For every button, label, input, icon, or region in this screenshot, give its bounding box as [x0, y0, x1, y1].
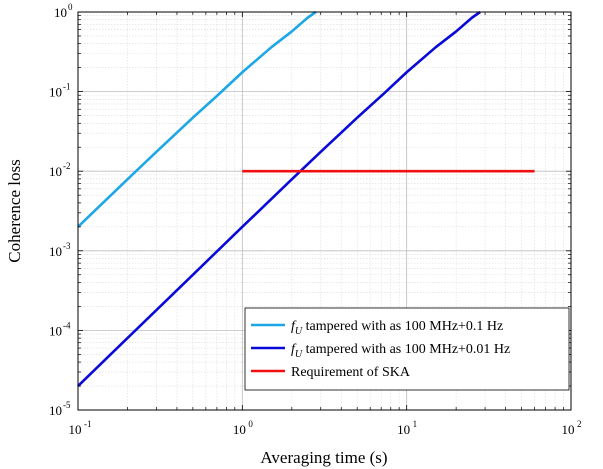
- y-tick-label: 10 -4: [49, 320, 71, 338]
- legend-entry: fU tampered with as 100 MHz+0.1 Hz: [251, 319, 503, 337]
- legend: fU tampered with as 100 MHz+0.1 Hz fU tam…: [244, 307, 570, 391]
- x-tick-base: 10: [562, 422, 575, 437]
- legend-label: Requirement of SKA: [291, 365, 411, 380]
- legend-entry: Requirement of SKA: [251, 365, 411, 380]
- tick-labels: 10 -1 10 0 10 1 10 210 -510 -410 -310 -210 -110 0: [49, 2, 582, 437]
- y-tick-label: 10 -2: [49, 161, 71, 179]
- y-tick-exponent: -5: [63, 400, 71, 410]
- y-tick-label: 10 0: [54, 2, 73, 20]
- y-tick-base: 10: [49, 85, 62, 100]
- x-tick-label: 10 0: [233, 419, 254, 437]
- x-tick-base: 10: [233, 422, 246, 437]
- series-layer: [77, 10, 535, 387]
- legend-box: [244, 307, 570, 391]
- legend-label: fU tampered with as 100 MHz+0.01 Hz: [291, 342, 510, 360]
- x-tick-base: 10: [397, 422, 410, 437]
- x-tick-exponent: 0: [248, 419, 253, 429]
- x-tick-exponent: -1: [84, 419, 92, 429]
- y-tick-label: 10 -1: [49, 82, 71, 100]
- y-tick-base: 10: [49, 403, 62, 418]
- y-axis-title: Coherence loss: [5, 159, 24, 262]
- legend-entry: fU tampered with as 100 MHz+0.01 Hz: [251, 342, 510, 360]
- y-tick-label: 10 -3: [49, 241, 71, 259]
- x-tick-label: 10 1: [397, 419, 417, 437]
- x-tick-exponent: 1: [413, 419, 418, 429]
- x-tick-exponent: 2: [577, 419, 582, 429]
- y-tick-exponent: -2: [63, 161, 71, 171]
- y-tick-base: 10: [49, 323, 62, 338]
- x-axis-title: Averaging time (s): [260, 448, 387, 467]
- x-tick-label: 10 -1: [69, 419, 92, 437]
- legend-label: fU tampered with as 100 MHz+0.1 Hz: [291, 319, 503, 337]
- x-tick-label: 10 2: [562, 419, 582, 437]
- y-tick-exponent: -4: [63, 320, 71, 330]
- y-tick-base: 10: [54, 5, 67, 20]
- y-tick-exponent: -3: [63, 241, 71, 251]
- y-tick-exponent: 0: [68, 2, 73, 12]
- y-tick-exponent: -1: [63, 82, 71, 92]
- series-line-2: [77, 10, 481, 387]
- plot-frame: [77, 11, 572, 411]
- y-tick-label: 10 -5: [49, 400, 71, 418]
- y-tick-base: 10: [49, 164, 62, 179]
- x-tick-base: 10: [69, 422, 82, 437]
- y-tick-base: 10: [49, 244, 62, 259]
- axis-ticks: [77, 11, 572, 411]
- series-line-1: [77, 10, 317, 228]
